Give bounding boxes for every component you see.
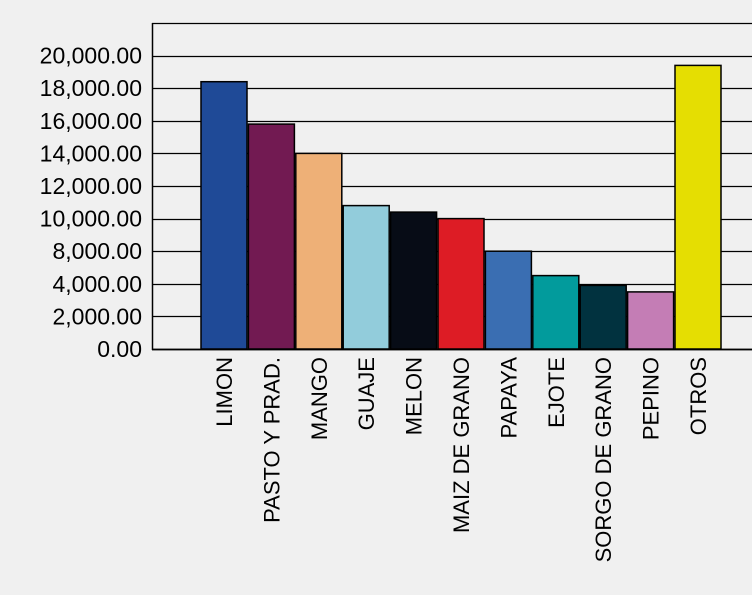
y-tick-label: 0.00 bbox=[97, 336, 142, 362]
x-tick-label: SORGO DE GRANO bbox=[591, 357, 616, 562]
x-tick-label: EJOTE bbox=[544, 357, 569, 428]
bar-mango bbox=[295, 152, 343, 350]
bar-melon bbox=[389, 211, 438, 350]
x-tick-label: PAPAYA bbox=[496, 357, 521, 439]
y-tick-label: 8,000.00 bbox=[52, 238, 142, 264]
bar-guaje bbox=[342, 204, 390, 350]
x-tick-label: MANGO bbox=[307, 357, 332, 440]
y-tick-label: 20,000.00 bbox=[40, 43, 142, 69]
y-tick-label: 14,000.00 bbox=[40, 140, 142, 166]
bars bbox=[200, 64, 722, 350]
y-tick-label: 12,000.00 bbox=[40, 173, 142, 199]
y-tick-labels: 0.00 2,000.00 4,000.00 8,000.00 10,000.00 12,… bbox=[40, 43, 142, 362]
x-tick-labels: LIMON PASTO Y PRAD. MANGO GUAJE MELON MAIZ DE… bbox=[212, 357, 711, 563]
x-tick-label: OTROS bbox=[686, 357, 711, 435]
bar-pepino bbox=[626, 291, 675, 350]
x-tick-label: LIMON bbox=[212, 357, 237, 427]
x-tick-label: PEPINO bbox=[639, 357, 664, 440]
bar-sorgo-de-grano bbox=[579, 284, 627, 350]
x-tick-label: MELON bbox=[402, 357, 427, 435]
y-tick-label: 2,000.00 bbox=[52, 303, 142, 329]
axes bbox=[151, 23, 752, 351]
bar-maiz-de-grano bbox=[437, 217, 485, 350]
y-tick-label: 18,000.00 bbox=[40, 75, 142, 101]
bar-papaya bbox=[484, 250, 533, 350]
bar-ejote bbox=[532, 274, 580, 350]
x-tick-label: PASTO Y PRAD. bbox=[259, 357, 284, 523]
y-tick-label: 16,000.00 bbox=[40, 108, 142, 134]
y-tick-label: 10,000.00 bbox=[40, 206, 142, 232]
bar-limon bbox=[200, 80, 248, 350]
x-tick-label: MAIZ DE GRANO bbox=[449, 357, 474, 533]
y-tick-label: 4,000.00 bbox=[52, 271, 142, 297]
x-tick-label: GUAJE bbox=[354, 357, 379, 430]
bar-pasto-y-prad bbox=[247, 123, 296, 350]
bar-otros bbox=[674, 64, 722, 350]
